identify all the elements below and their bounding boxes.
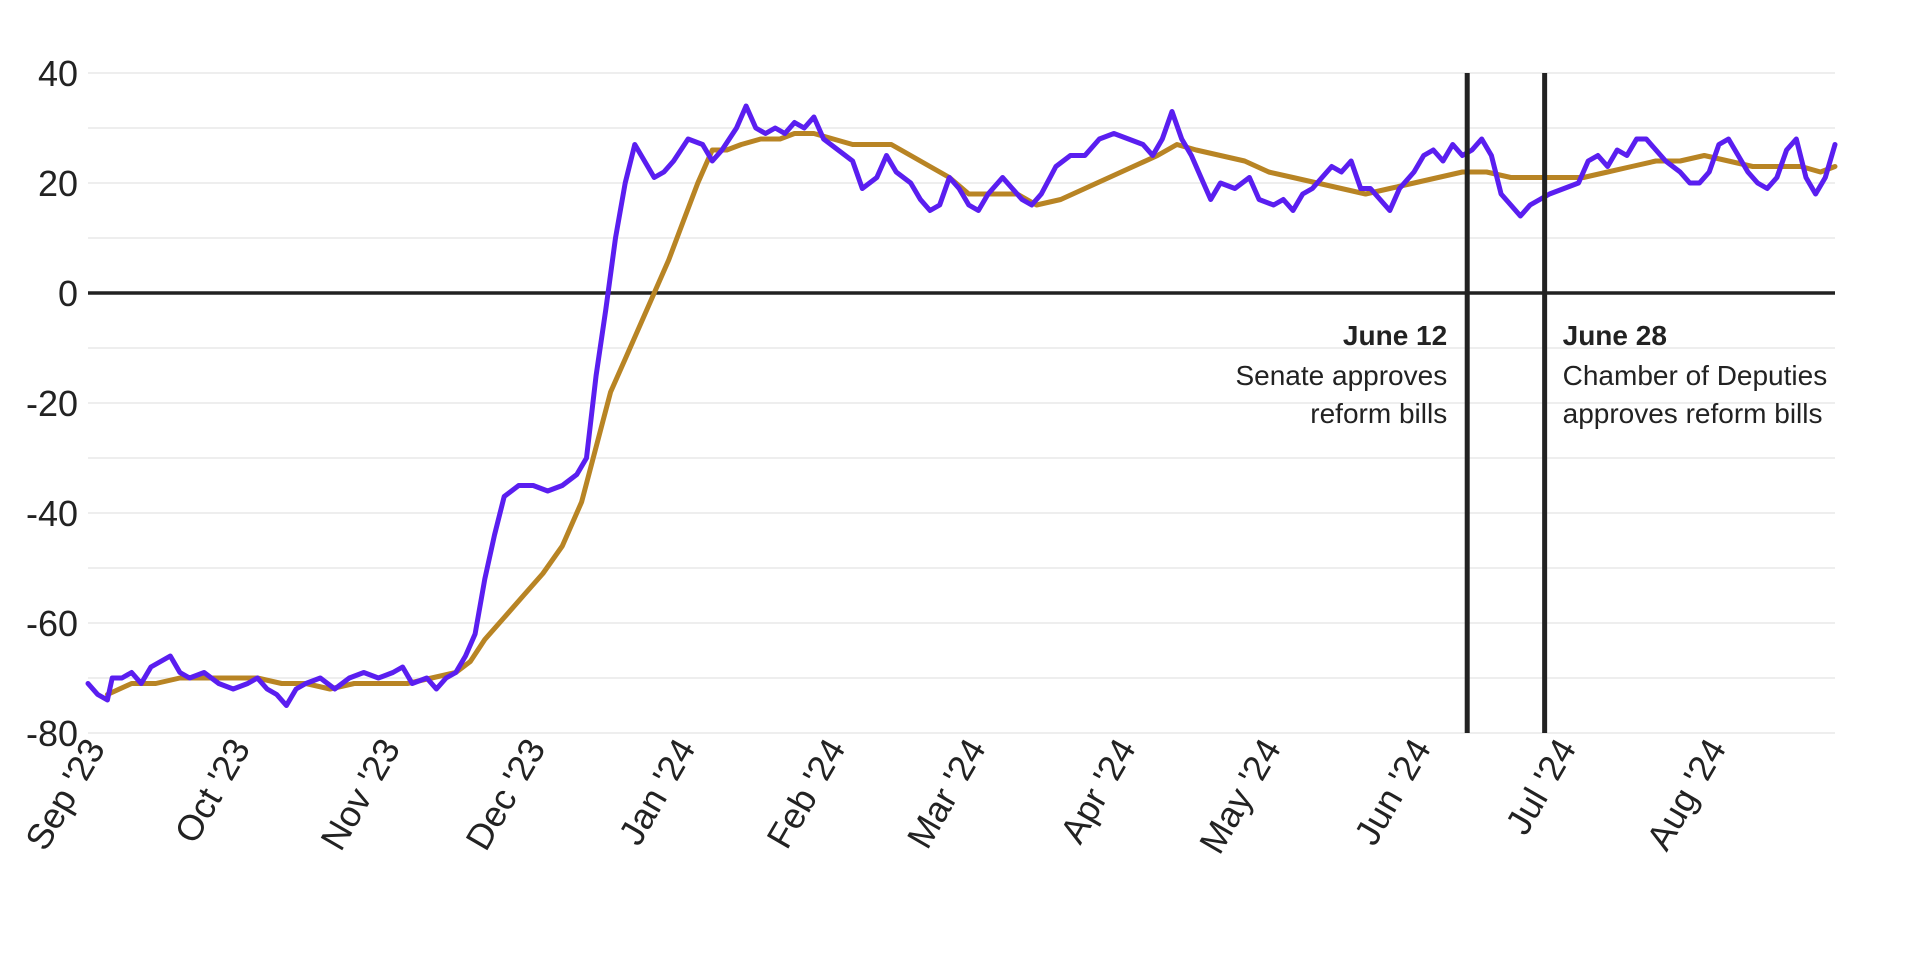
y-tick-label: -40	[26, 493, 78, 534]
x-tick-label: May '24	[1191, 732, 1289, 861]
annotations: June 12 Senate approves reform bills June 2…	[1235, 73, 1827, 733]
annotation-text: Chamber of Deputies	[1563, 360, 1828, 391]
y-tick-label: 0	[58, 273, 78, 314]
y-tick-label: -80	[26, 713, 78, 754]
x-tick-label: Jul '24	[1497, 732, 1584, 842]
x-tick-label: Nov '23	[312, 732, 408, 857]
annotation-text: reform bills	[1310, 398, 1447, 429]
x-tick-label: Jun '24	[1346, 732, 1439, 852]
y-axis: 40 20 0 -20 -40 -60 -80	[26, 53, 78, 754]
y-tick-label: 40	[38, 53, 78, 94]
annotation-date: June 28	[1563, 320, 1667, 351]
x-tick-label: Aug '24	[1638, 732, 1734, 857]
x-tick-label: Apr '24	[1052, 732, 1144, 850]
x-axis: Sep '23 Oct '23 Nov '23 Dec '23 Jan '24 Feb '…	[17, 732, 1734, 861]
annotation-text: approves reform bills	[1563, 398, 1823, 429]
y-tick-label: -60	[26, 603, 78, 644]
series-line	[85, 103, 1838, 708]
annotation-text: Senate approves	[1235, 360, 1447, 391]
x-tick-label: Oct '23	[166, 732, 258, 850]
y-tick-label: -20	[26, 383, 78, 424]
series-lines	[85, 103, 1838, 708]
y-tick-label: 20	[38, 163, 78, 204]
x-tick-label: Jan '24	[610, 732, 703, 852]
x-tick-label: Mar '24	[899, 732, 994, 855]
series-line	[104, 131, 1838, 697]
x-tick-label: Dec '23	[457, 732, 553, 857]
annotation-date: June 12	[1343, 320, 1447, 351]
x-tick-label: Feb '24	[758, 732, 853, 856]
